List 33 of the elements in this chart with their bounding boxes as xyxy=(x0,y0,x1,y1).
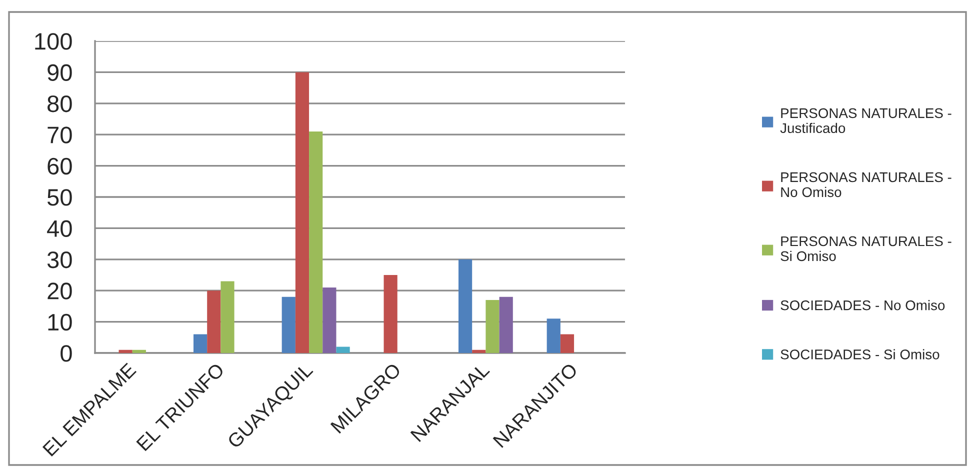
legend-label: PERSONAS NATURALES - Justificado xyxy=(780,108,952,134)
bar xyxy=(309,131,323,353)
y-tick-label: 10 xyxy=(48,314,72,331)
bar xyxy=(132,350,146,353)
y-tick-label: 80 xyxy=(48,95,72,112)
y-tick-label: 60 xyxy=(48,158,72,175)
bar xyxy=(546,318,560,353)
y-tick-label: 0 xyxy=(60,345,72,362)
bar xyxy=(486,300,500,353)
y-tick-label: 40 xyxy=(47,220,72,237)
bar xyxy=(384,275,398,353)
bar xyxy=(499,296,513,353)
y-tick-label: 100 xyxy=(35,33,72,50)
bar xyxy=(458,259,472,353)
y-tick-label: 30 xyxy=(47,251,72,268)
y-tick-label: 50 xyxy=(47,189,72,206)
bar xyxy=(322,287,336,353)
y-tick-label: 20 xyxy=(48,282,72,300)
bar xyxy=(193,334,208,353)
legend-label: PERSONAS NATURALES - Si Omiso xyxy=(780,236,952,262)
bar xyxy=(207,290,221,353)
legend-label: PERSONAS NATURALES - No Omiso xyxy=(781,172,952,198)
bar xyxy=(118,350,132,353)
bar xyxy=(220,281,234,353)
bar xyxy=(336,346,350,353)
bar xyxy=(472,350,486,353)
bar xyxy=(282,296,296,353)
legend-label: SOCIEDADES - No Omiso xyxy=(780,300,945,310)
y-tick-label: 90 xyxy=(48,64,72,81)
y-tick-label: 70 xyxy=(48,126,72,144)
legend-label: SOCIEDADES - Si Omiso xyxy=(780,349,940,360)
bar xyxy=(560,334,574,353)
bar xyxy=(295,72,310,353)
